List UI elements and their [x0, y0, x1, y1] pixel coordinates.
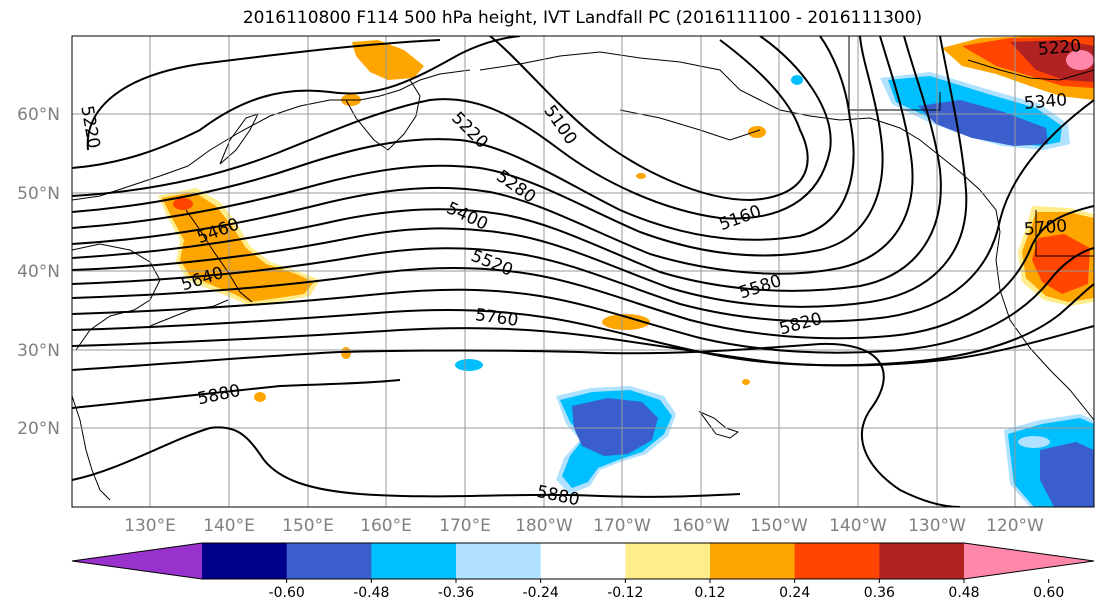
contour-label: 5700 — [1023, 216, 1068, 240]
colorbar-tick-label: -0.48 — [353, 585, 389, 601]
colorbar-swatch — [625, 543, 711, 579]
contour-line — [72, 36, 855, 241]
contour-line — [72, 36, 884, 257]
contour-label: 5220 — [1037, 36, 1082, 60]
colorbar-tick-label: -0.24 — [523, 585, 559, 601]
lat-label: 20°N — [17, 419, 60, 439]
ivt-positive-spot-small-5 — [636, 173, 646, 179]
lon-label: 130°W — [908, 516, 966, 536]
contour-line — [72, 283, 1094, 367]
contour-line — [72, 205, 1094, 340]
colorbar-tick-label: -0.60 — [269, 585, 305, 601]
lon-label: 170°E — [439, 516, 491, 536]
ivt-positive-spot-small-1 — [341, 347, 351, 359]
colorbar-extend-low — [72, 543, 202, 579]
lon-label: 150°E — [282, 516, 334, 536]
colorbar-swatch — [794, 543, 880, 579]
ivt-negative-region-southeast-core — [1040, 442, 1094, 507]
colorbar-swatch — [879, 543, 965, 579]
ivt-negative-spot-southeast-pale — [1018, 436, 1050, 448]
lon-label: 160°E — [360, 516, 412, 536]
contour-line — [489, 36, 809, 202]
lon-label: 150°W — [750, 516, 808, 536]
contour-line — [86, 39, 441, 151]
ivt-positive-spot-small-2 — [254, 392, 266, 402]
colorbar: -0.60 -0.48 -0.36 -0.24 -0.12 0.12 0.24 0.36 0.4… — [71, 542, 1095, 601]
colorbar-tick-label: 0.24 — [779, 585, 810, 601]
plot-border — [71, 35, 1095, 508]
colorbar-outline — [71, 542, 1095, 580]
colorbar-extend-high — [964, 543, 1094, 579]
colorbar-tick-label: -0.12 — [607, 585, 643, 601]
colorbar-swatch — [456, 543, 542, 579]
colorbar-swatch — [202, 543, 288, 579]
height-contours — [72, 36, 1094, 507]
map-title: 2016110800 F114 500 hPa height, IVT Land… — [242, 8, 923, 28]
contour-line — [72, 36, 942, 292]
ivt-positive-region-japan-core — [162, 192, 314, 302]
contour-line — [72, 99, 1094, 323]
lon-label: 180°W — [515, 516, 573, 536]
colorbar-tick-label: 0.36 — [864, 585, 895, 601]
lat-label: 60°N — [17, 105, 60, 125]
colorbar-tick-label: 0.60 — [1033, 585, 1064, 601]
colorbar-swatch — [371, 543, 457, 579]
ivt-positive-region-northeast-peak — [1010, 40, 1094, 82]
latitude-labels: 60°N 50°N 40°N 30°N 20°N — [17, 105, 60, 439]
ivt-negative-region-central-core — [572, 398, 658, 456]
ivt-negative-spot-hawaii-west — [455, 359, 483, 371]
ivt-positive-spot-northeast-pink — [1066, 50, 1094, 70]
colorbar-tick-label: -0.36 — [438, 585, 474, 601]
contour-line — [72, 325, 1094, 367]
ivt-positive-spot-small-4 — [742, 379, 750, 385]
contour-line — [72, 36, 914, 275]
lat-label: 30°N — [17, 341, 60, 361]
ivt-positive-spot-central — [602, 314, 650, 330]
lat-label: 50°N — [17, 184, 60, 204]
contour-label: 5340 — [1023, 90, 1068, 114]
colorbar-swatch — [710, 543, 796, 579]
contour-line — [72, 342, 961, 507]
ivt-negative-spot-alaska — [791, 75, 803, 85]
lon-label: 160°W — [672, 516, 730, 536]
coastlines — [72, 36, 1094, 501]
contour-line — [72, 36, 832, 220]
contour-line — [72, 379, 401, 409]
ivt-positive-region-okhotsk — [352, 40, 424, 80]
colorbar-swatch — [286, 543, 372, 579]
colorbar-swatch — [540, 543, 626, 579]
contour-line — [72, 426, 741, 498]
colorbar-tick-label: 0.48 — [948, 585, 979, 601]
contour-line — [72, 36, 521, 169]
lon-label: 140°W — [829, 516, 887, 536]
ivt-positive-spot-small-3 — [748, 126, 766, 138]
lon-label: 130°E — [124, 516, 176, 536]
longitude-labels: 130°E 140°E 150°E 160°E 170°E 180°W 170°… — [124, 516, 1044, 536]
lat-label: 40°N — [17, 262, 60, 282]
ivt-positive-region-uswest-peak — [1032, 234, 1090, 294]
lon-label: 170°W — [593, 516, 651, 536]
ivt-positive-spot-japan — [173, 198, 193, 210]
contour-line — [72, 36, 968, 308]
lon-label: 140°E — [203, 516, 255, 536]
colorbar-tick-label: 0.12 — [694, 585, 725, 601]
contour-line — [72, 247, 1094, 354]
lon-label: 120°W — [986, 516, 1044, 536]
